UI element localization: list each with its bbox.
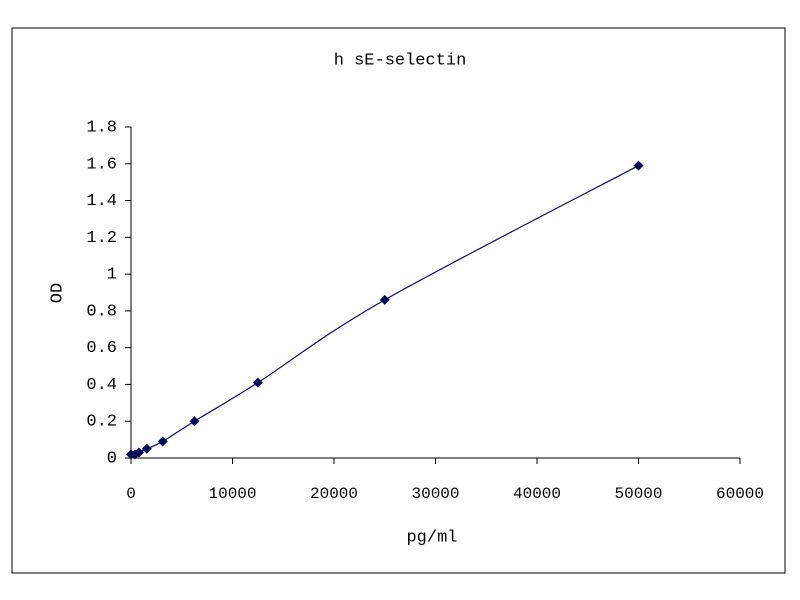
- chart-border: [11, 27, 786, 574]
- x-tick-label: 10000: [208, 485, 256, 503]
- x-tick-label: 50000: [614, 485, 662, 503]
- data-point: [157, 436, 168, 447]
- x-tick-label: 0: [126, 485, 136, 503]
- x-tick-label: 40000: [513, 485, 561, 503]
- y-tick-label: 0: [107, 449, 117, 468]
- y-tick-label: 1: [107, 266, 117, 285]
- y-tick-label: 0.8: [86, 302, 117, 321]
- y-tick-label: 1.4: [86, 192, 117, 211]
- data-point: [379, 294, 390, 305]
- data-point: [141, 443, 152, 454]
- data-point: [189, 416, 200, 427]
- chart-title: h sE-selectin: [334, 51, 467, 70]
- x-axis-title: pg/ml: [406, 528, 457, 547]
- y-axis-title: OD: [48, 283, 67, 303]
- y-tick-label: 0.6: [86, 339, 117, 358]
- y-tick-label: 1.2: [86, 229, 117, 248]
- data-point: [133, 447, 144, 458]
- data-point: [633, 160, 644, 171]
- y-tick-label: 1.6: [86, 155, 117, 174]
- y-tick-label: 0.4: [86, 376, 117, 395]
- y-tick-label: 1.8: [86, 118, 117, 137]
- data-point: [252, 377, 263, 388]
- x-tick-label: 60000: [716, 485, 764, 503]
- y-tick-label: 0.2: [86, 413, 117, 432]
- x-tick-label: 30000: [411, 485, 459, 503]
- x-tick-label: 20000: [310, 485, 358, 503]
